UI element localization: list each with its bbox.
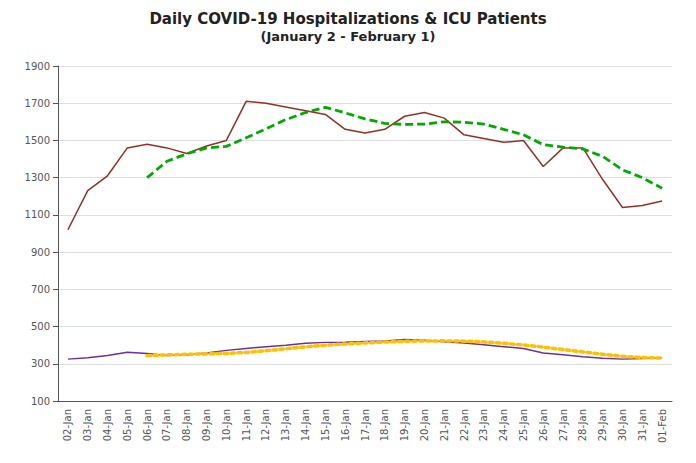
svg-text:1900: 1900 <box>25 61 50 72</box>
svg-text:14-Jan: 14-Jan <box>300 409 311 441</box>
svg-text:03-Jan: 03-Jan <box>82 409 93 441</box>
svg-text:13-Jan: 13-Jan <box>280 409 291 441</box>
svg-text:21-Jan: 21-Jan <box>439 409 450 441</box>
svg-text:12-Jan: 12-Jan <box>260 409 271 441</box>
svg-text:900: 900 <box>31 247 50 258</box>
svg-text:700: 700 <box>31 284 50 295</box>
svg-text:Daily COVID-19 Hospitalization: Daily COVID-19 Hospitalizations & ICU Pa… <box>149 10 546 28</box>
svg-text:19-Jan: 19-Jan <box>399 409 410 441</box>
svg-text:100: 100 <box>31 396 50 407</box>
svg-text:1700: 1700 <box>25 98 50 109</box>
svg-text:1100: 1100 <box>25 209 50 220</box>
svg-text:18-Jan: 18-Jan <box>379 409 390 441</box>
svg-text:05-Jan: 05-Jan <box>122 409 133 441</box>
svg-text:(January 2 - February 1): (January 2 - February 1) <box>260 29 435 44</box>
svg-text:10-Jan: 10-Jan <box>221 409 232 441</box>
svg-text:20-Jan: 20-Jan <box>419 409 430 441</box>
svg-text:01-Feb: 01-Feb <box>657 409 668 443</box>
svg-text:17-Jan: 17-Jan <box>360 409 371 441</box>
svg-text:04-Jan: 04-Jan <box>102 409 113 441</box>
svg-text:1500: 1500 <box>25 135 50 146</box>
svg-text:27-Jan: 27-Jan <box>558 409 569 441</box>
svg-text:02-Jan: 02-Jan <box>62 409 73 441</box>
svg-text:24-Jan: 24-Jan <box>498 409 509 441</box>
svg-text:07-Jan: 07-Jan <box>161 409 172 441</box>
svg-text:15-Jan: 15-Jan <box>320 409 331 441</box>
svg-text:06-Jan: 06-Jan <box>142 409 153 441</box>
svg-text:26-Jan: 26-Jan <box>538 409 549 441</box>
svg-text:500: 500 <box>31 321 50 332</box>
svg-text:08-Jan: 08-Jan <box>181 409 192 441</box>
svg-text:29-Jan: 29-Jan <box>597 409 608 441</box>
svg-text:25-Jan: 25-Jan <box>518 409 529 441</box>
svg-text:09-Jan: 09-Jan <box>201 409 212 441</box>
svg-text:31-Jan: 31-Jan <box>637 409 648 441</box>
svg-text:28-Jan: 28-Jan <box>577 409 588 441</box>
svg-text:23-Jan: 23-Jan <box>478 409 489 441</box>
svg-text:1300: 1300 <box>25 172 50 183</box>
svg-text:11-Jan: 11-Jan <box>241 409 252 441</box>
svg-text:16-Jan: 16-Jan <box>340 409 351 441</box>
svg-text:30-Jan: 30-Jan <box>617 409 628 441</box>
svg-text:300: 300 <box>31 358 50 369</box>
svg-text:22-Jan: 22-Jan <box>459 409 470 441</box>
